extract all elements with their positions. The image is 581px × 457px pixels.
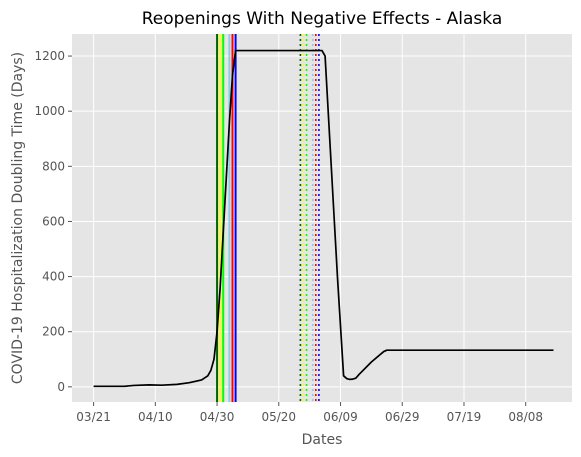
y-tick-label: 600 [42, 214, 65, 228]
y-tick-label: 0 [57, 380, 65, 394]
series-line [93, 49, 554, 388]
reopening-markers [216, 34, 320, 402]
series-layer [93, 49, 554, 388]
y-tick-label: 1200 [34, 49, 65, 63]
x-tick-label: 08/08 [508, 410, 543, 424]
y-tick-label: 400 [42, 270, 65, 284]
x-tick-label: 04/30 [200, 410, 235, 424]
x-tick-label: 06/09 [323, 410, 358, 424]
x-tick-label: 06/29 [385, 410, 420, 424]
y-axis: 0 200 400 600 800 1000 1200 [34, 49, 72, 394]
y-tick-label: 200 [42, 325, 65, 339]
x-tick-label: 07/19 [447, 410, 482, 424]
x-axis-title: Dates [302, 432, 343, 448]
chart-title: Reopenings With Negative Effects - Alask… [142, 9, 503, 29]
x-tick-label: 04/10 [138, 410, 173, 424]
x-axis: 03/21 04/10 04/30 05/20 06/09 06/29 07/19 08/08 [76, 402, 543, 424]
plot-area [72, 34, 572, 402]
y-axis-title: COVID-19 Hospitalization Doubling Time (… [10, 52, 26, 384]
x-tick-label: 05/20 [261, 410, 296, 424]
y-tick-label: 800 [42, 159, 65, 173]
y-tick-label: 1000 [34, 104, 65, 118]
x-tick-label: 03/21 [76, 410, 111, 424]
